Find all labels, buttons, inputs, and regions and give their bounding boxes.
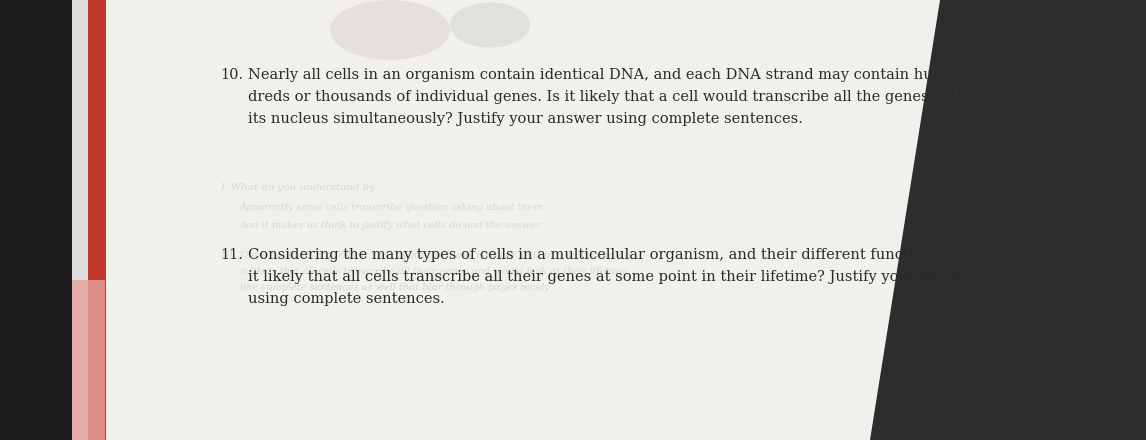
Polygon shape (72, 280, 105, 440)
Text: using complete sentences.: using complete sentences. (248, 292, 445, 306)
Text: 10.: 10. (220, 68, 243, 82)
Ellipse shape (450, 3, 529, 48)
Text: it likely that all cells transcribe all their genes and would look at their life: it likely that all cells transcribe all … (240, 267, 627, 276)
Bar (0, 0, 72, 440)
Text: dreds or thousands of individual genes. Is it likely that a cell would transcrib: dreds or thousands of individual genes. … (248, 90, 980, 104)
Text: Apparently some cells transcribe question asking about them: Apparently some cells transcribe questio… (240, 203, 543, 212)
Text: 10. There could be a question here about the many types of cells in a multicellu: 10. There could be a question here about… (220, 251, 628, 260)
Text: 11.: 11. (220, 248, 243, 262)
Text: like complete sentences as well that blur through pages nicely: like complete sentences as well that blu… (240, 283, 550, 292)
Text: it likely that all cells transcribe all their genes at some point in their lifet: it likely that all cells transcribe all … (248, 270, 974, 284)
Polygon shape (105, 0, 940, 440)
Text: I. What do you understand by: I. What do you understand by (220, 183, 375, 192)
Bar (72, 0, 91, 440)
Ellipse shape (330, 0, 450, 60)
Text: Nearly all cells in an organism contain identical DNA, and each DNA strand may c: Nearly all cells in an organism contain … (248, 68, 947, 82)
Text: Considering the many types of cells in a multicellular organism, and their diffe: Considering the many types of cells in a… (248, 248, 961, 262)
Text: its nucleus simultaneously? Justify your answer using complete sentences.: its nucleus simultaneously? Justify your… (248, 112, 803, 126)
Bar (88, 0, 105, 440)
Text: And it makes us think to justify what cells do and the answer: And it makes us think to justify what ce… (240, 221, 542, 230)
